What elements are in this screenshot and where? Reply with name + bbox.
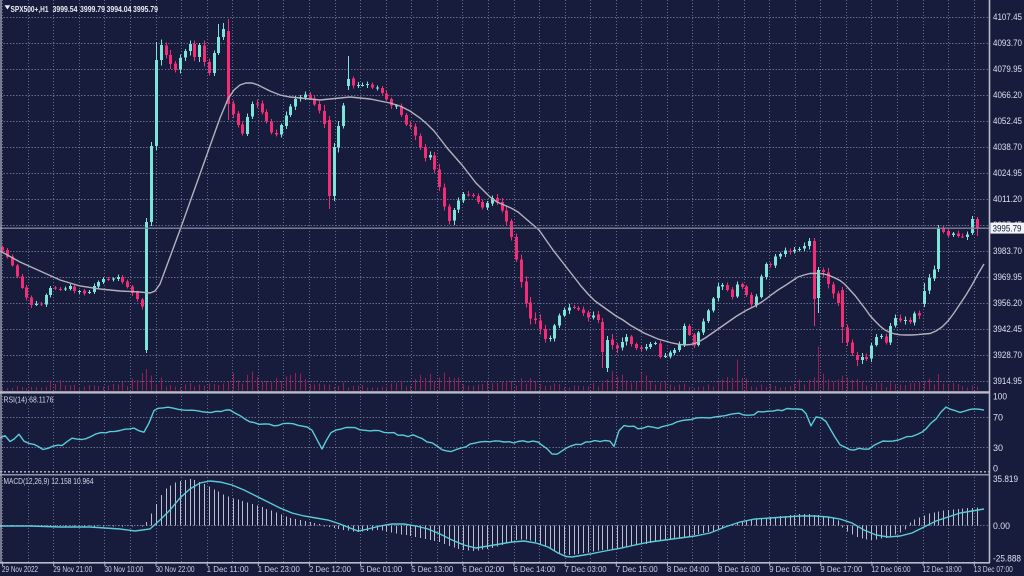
svg-text:3969.95: 3969.95 — [993, 272, 1022, 282]
svg-text:30 Nov 22:00: 30 Nov 22:00 — [156, 564, 195, 574]
svg-text:3983.70: 3983.70 — [993, 246, 1022, 256]
svg-text:3928.70: 3928.70 — [993, 350, 1022, 360]
svg-text:1 Dec 11:00: 1 Dec 11:00 — [207, 564, 249, 574]
svg-text:30: 30 — [993, 443, 1003, 453]
svg-text:SPX500+,H1: SPX500+,H1 — [11, 4, 49, 14]
svg-text:6 Dec 14:00: 6 Dec 14:00 — [514, 564, 556, 574]
svg-text:3995.79: 3995.79 — [133, 4, 158, 14]
svg-text:2 Dec 12:00: 2 Dec 12:00 — [309, 564, 351, 574]
svg-text:RSI(14) 68.1176: RSI(14) 68.1176 — [4, 395, 54, 405]
svg-text:4079.95: 4079.95 — [993, 64, 1022, 74]
svg-text:3942.45: 3942.45 — [993, 324, 1022, 334]
svg-text:4052.45: 4052.45 — [993, 116, 1022, 126]
svg-text:3995.79: 3995.79 — [993, 224, 1022, 234]
svg-text:12 Dec 18:00: 12 Dec 18:00 — [923, 564, 962, 574]
svg-text:29 Nov 2022: 29 Nov 2022 — [2, 564, 38, 574]
svg-text:8 Dec 04:00: 8 Dec 04:00 — [667, 564, 709, 574]
svg-text:12 Dec 06:00: 12 Dec 06:00 — [871, 564, 910, 574]
svg-text:5 Dec 13:00: 5 Dec 13:00 — [411, 564, 453, 574]
svg-text:3956.20: 3956.20 — [993, 298, 1022, 308]
svg-text:70: 70 — [993, 412, 1003, 422]
svg-text:3914.95: 3914.95 — [993, 376, 1022, 386]
svg-text:7 Dec 03:00: 7 Dec 03:00 — [565, 564, 607, 574]
svg-text:0: 0 — [993, 464, 998, 474]
svg-text:4024.95: 4024.95 — [993, 168, 1022, 178]
svg-text:5 Dec 01:00: 5 Dec 01:00 — [360, 564, 402, 574]
svg-text:4093.70: 4093.70 — [993, 38, 1022, 48]
svg-text:4038.70: 4038.70 — [993, 142, 1022, 152]
svg-text:30 Nov 10:00: 30 Nov 10:00 — [104, 564, 143, 574]
svg-text:4011.20: 4011.20 — [993, 194, 1022, 204]
svg-text:3999.54: 3999.54 — [53, 4, 78, 14]
svg-text:7 Dec 15:00: 7 Dec 15:00 — [616, 564, 658, 574]
svg-text:MACD(12,26,9) 12.158 10.964: MACD(12,26,9) 12.158 10.964 — [4, 476, 94, 486]
svg-text:3994.04: 3994.04 — [107, 4, 132, 14]
svg-text:4066.20: 4066.20 — [993, 90, 1022, 100]
svg-text:29 Nov 21:00: 29 Nov 21:00 — [53, 564, 92, 574]
svg-text:8 Dec 16:00: 8 Dec 16:00 — [718, 564, 760, 574]
svg-text:35.819: 35.819 — [993, 474, 1018, 484]
svg-text:4107.45: 4107.45 — [993, 12, 1022, 22]
svg-text:-25.888: -25.888 — [993, 553, 1021, 563]
svg-text:9 Dec 05:00: 9 Dec 05:00 — [769, 564, 811, 574]
svg-text:100: 100 — [993, 392, 1007, 402]
svg-text:1 Dec 23:00: 1 Dec 23:00 — [258, 564, 300, 574]
svg-text:6 Dec 02:00: 6 Dec 02:00 — [462, 564, 504, 574]
svg-text:9 Dec 17:00: 9 Dec 17:00 — [820, 564, 862, 574]
svg-text:3999.79: 3999.79 — [80, 4, 105, 14]
svg-text:13 Dec 07:00: 13 Dec 07:00 — [974, 564, 1013, 574]
svg-text:0.00: 0.00 — [993, 521, 1010, 531]
